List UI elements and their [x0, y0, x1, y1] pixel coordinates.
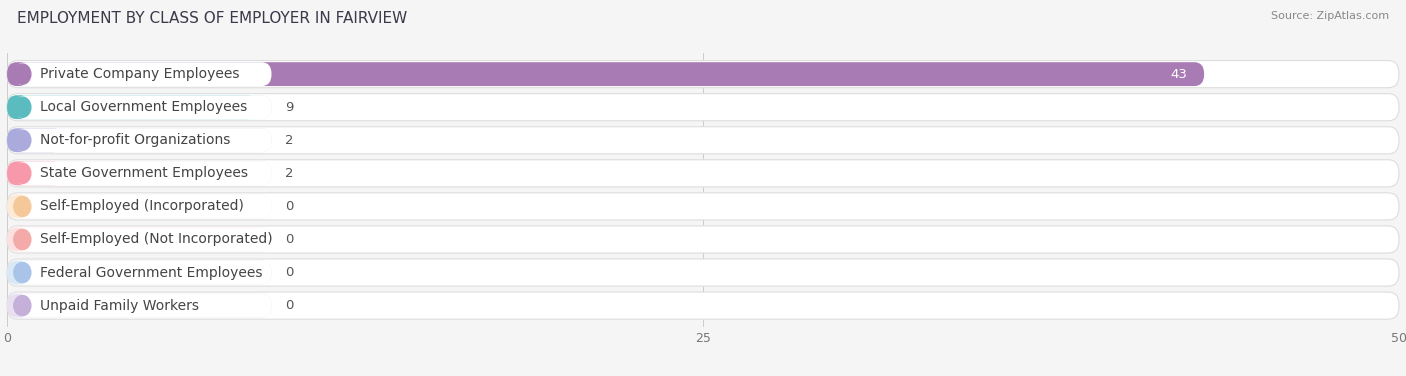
FancyBboxPatch shape — [7, 161, 63, 185]
FancyBboxPatch shape — [7, 128, 63, 152]
Text: State Government Employees: State Government Employees — [41, 166, 249, 180]
Circle shape — [14, 262, 31, 283]
FancyBboxPatch shape — [7, 62, 1204, 86]
FancyBboxPatch shape — [7, 259, 1399, 286]
Circle shape — [14, 64, 31, 84]
FancyBboxPatch shape — [15, 294, 271, 317]
FancyBboxPatch shape — [7, 261, 271, 285]
FancyBboxPatch shape — [7, 193, 1399, 220]
Circle shape — [14, 97, 31, 117]
Text: 2: 2 — [285, 167, 294, 180]
Text: 0: 0 — [285, 200, 294, 213]
Text: Source: ZipAtlas.com: Source: ZipAtlas.com — [1271, 11, 1389, 21]
Circle shape — [14, 196, 31, 217]
FancyBboxPatch shape — [15, 161, 271, 185]
FancyBboxPatch shape — [15, 95, 271, 119]
FancyBboxPatch shape — [7, 95, 257, 119]
FancyBboxPatch shape — [7, 95, 271, 119]
FancyBboxPatch shape — [15, 227, 271, 252]
Text: 9: 9 — [285, 101, 294, 114]
Circle shape — [14, 296, 31, 316]
Text: EMPLOYMENT BY CLASS OF EMPLOYER IN FAIRVIEW: EMPLOYMENT BY CLASS OF EMPLOYER IN FAIRV… — [17, 11, 408, 26]
FancyBboxPatch shape — [7, 292, 1399, 319]
FancyBboxPatch shape — [15, 62, 271, 86]
Text: Unpaid Family Workers: Unpaid Family Workers — [41, 299, 200, 312]
FancyBboxPatch shape — [7, 161, 271, 185]
FancyBboxPatch shape — [15, 194, 271, 218]
FancyBboxPatch shape — [7, 61, 1399, 88]
FancyBboxPatch shape — [7, 294, 271, 317]
Text: Not-for-profit Organizations: Not-for-profit Organizations — [41, 133, 231, 147]
FancyBboxPatch shape — [7, 227, 271, 252]
Text: 43: 43 — [1171, 68, 1188, 80]
FancyBboxPatch shape — [7, 62, 1204, 86]
FancyBboxPatch shape — [7, 128, 271, 152]
Text: Federal Government Employees: Federal Government Employees — [41, 265, 263, 279]
Text: 2: 2 — [285, 134, 294, 147]
Circle shape — [14, 130, 31, 150]
Text: Local Government Employees: Local Government Employees — [41, 100, 247, 114]
FancyBboxPatch shape — [15, 261, 271, 285]
Text: 0: 0 — [285, 233, 294, 246]
FancyBboxPatch shape — [7, 127, 1399, 154]
Text: Private Company Employees: Private Company Employees — [41, 67, 240, 81]
Text: 0: 0 — [285, 266, 294, 279]
Text: Self-Employed (Not Incorporated): Self-Employed (Not Incorporated) — [41, 232, 273, 247]
Text: 0: 0 — [285, 299, 294, 312]
FancyBboxPatch shape — [7, 194, 271, 218]
FancyBboxPatch shape — [7, 160, 1399, 187]
FancyBboxPatch shape — [15, 128, 271, 152]
FancyBboxPatch shape — [7, 226, 1399, 253]
Circle shape — [14, 163, 31, 183]
FancyBboxPatch shape — [7, 94, 1399, 121]
Text: Self-Employed (Incorporated): Self-Employed (Incorporated) — [41, 199, 245, 214]
Circle shape — [14, 229, 31, 250]
